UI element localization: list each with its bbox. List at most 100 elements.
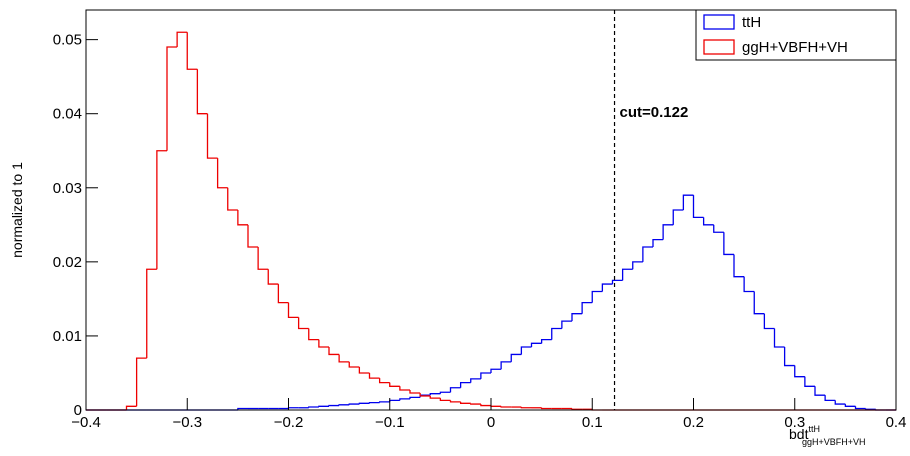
histogram-bin <box>368 401 380 404</box>
histogram-bin <box>287 407 299 409</box>
histogram-bin <box>702 217 714 226</box>
histogram-bin <box>378 378 390 384</box>
histogram-bin <box>399 398 410 401</box>
histogram-bin <box>510 353 522 362</box>
histogram-bin <box>743 276 755 293</box>
histogram-bin <box>581 301 593 314</box>
x-tick-label: 0.2 <box>683 414 704 431</box>
histogram-bin <box>530 342 542 348</box>
x-tick-label: 0.4 <box>886 414 907 431</box>
y-tick-label: 0.02 <box>53 254 82 271</box>
histogram-bin <box>794 365 805 378</box>
x-tick-label: 0 <box>487 414 495 431</box>
x-axis-label: bdtttH ggH+VBFH+VH <box>789 424 866 447</box>
y-tick-label: 0.05 <box>53 32 82 49</box>
histogram-bin <box>520 407 532 409</box>
histogram-bin <box>277 284 289 304</box>
histogram-bin <box>672 209 684 225</box>
histogram-bin <box>399 386 410 391</box>
x-label-base: bdt <box>789 426 809 442</box>
histogram-bin <box>287 302 299 319</box>
histogram-bin <box>318 339 329 348</box>
histogram-bin <box>601 283 613 292</box>
histogram-bin <box>419 392 431 397</box>
histogram-bin <box>409 390 421 394</box>
histogram-bin <box>540 407 552 410</box>
y-tick-label: 0 <box>74 402 82 419</box>
histogram-bin <box>206 113 218 159</box>
histogram-bin <box>844 404 856 407</box>
histogram-bin <box>368 372 380 379</box>
histogram-bin <box>561 320 572 329</box>
histogram-bin <box>571 408 583 410</box>
histogram-bin <box>713 224 724 233</box>
histogram-bin <box>459 401 471 404</box>
histogram-bin <box>763 313 775 330</box>
histogram-bin <box>480 372 491 379</box>
y-tick-label: 0.04 <box>53 106 82 123</box>
legend-label: ggH+VBFH+VH <box>742 39 848 56</box>
histogram-bin <box>459 381 471 388</box>
histogram-bin <box>378 401 390 403</box>
histogram-bin <box>753 291 765 315</box>
histogram-bin <box>297 317 309 330</box>
histogram-bin <box>257 247 269 270</box>
annotation: cut=0.122 <box>620 104 689 121</box>
x-tick-label: −0.1 <box>375 414 405 431</box>
legend-label: ttH <box>742 14 761 31</box>
histogram-bin <box>470 403 481 405</box>
histogram-bin <box>540 338 552 344</box>
histogram-bin <box>358 402 370 405</box>
histogram-bin <box>328 404 340 407</box>
histogram-bin <box>125 405 137 410</box>
histogram-bin <box>338 354 350 363</box>
histogram-bin <box>854 406 866 410</box>
histogram-bin <box>804 376 815 387</box>
legend-box <box>695 9 897 61</box>
legend-swatch <box>703 14 735 30</box>
x-label-sup: ttH <box>808 424 820 434</box>
histogram-bin <box>308 406 319 408</box>
histogram-bin <box>429 395 441 399</box>
y-tick-label: 0.03 <box>53 180 82 197</box>
histogram-bin <box>146 268 157 359</box>
histogram-bin <box>520 346 532 355</box>
x-tick-label: −0.2 <box>274 414 304 431</box>
histogram-bin <box>652 238 664 248</box>
histogram-bin <box>439 391 451 394</box>
histogram-bin <box>783 347 795 367</box>
histogram-bin <box>348 403 360 405</box>
x-tick-label: 0.3 <box>784 414 805 431</box>
histogram-bin <box>247 224 259 248</box>
histogram-bin <box>308 328 319 341</box>
histogram-bin <box>237 210 248 226</box>
histogram-bin <box>449 400 461 403</box>
histogram-bin <box>551 327 562 340</box>
histogram-bin <box>166 46 178 151</box>
histogram-bin <box>814 386 826 396</box>
histogram-bin <box>439 398 451 402</box>
x-label-sub: ggH+VBFH+VH <box>802 437 866 447</box>
histogram-bin <box>490 368 502 373</box>
x-tick-label: −0.4 <box>71 414 101 431</box>
histogram-bin <box>733 254 745 278</box>
histogram-bin <box>773 328 785 348</box>
histogram-bin <box>227 187 238 211</box>
histogram-bin <box>186 32 198 70</box>
histogram-bin <box>429 393 441 396</box>
histogram-bin <box>500 361 512 370</box>
histogram-bin <box>824 395 836 402</box>
histogram-bin <box>449 387 461 393</box>
histogram-bin <box>267 269 279 285</box>
histogram-bin <box>682 194 694 210</box>
histogram-bin <box>632 261 643 270</box>
histogram-bin <box>571 313 583 322</box>
histogram-bin <box>156 150 167 270</box>
histogram-bin <box>358 367 370 374</box>
histogram-bin <box>723 232 734 256</box>
y-axis-label: normalized to 1 <box>9 162 25 258</box>
histogram-bin <box>500 406 512 408</box>
histogram-bin <box>470 378 481 383</box>
histogram-bin <box>490 405 502 407</box>
